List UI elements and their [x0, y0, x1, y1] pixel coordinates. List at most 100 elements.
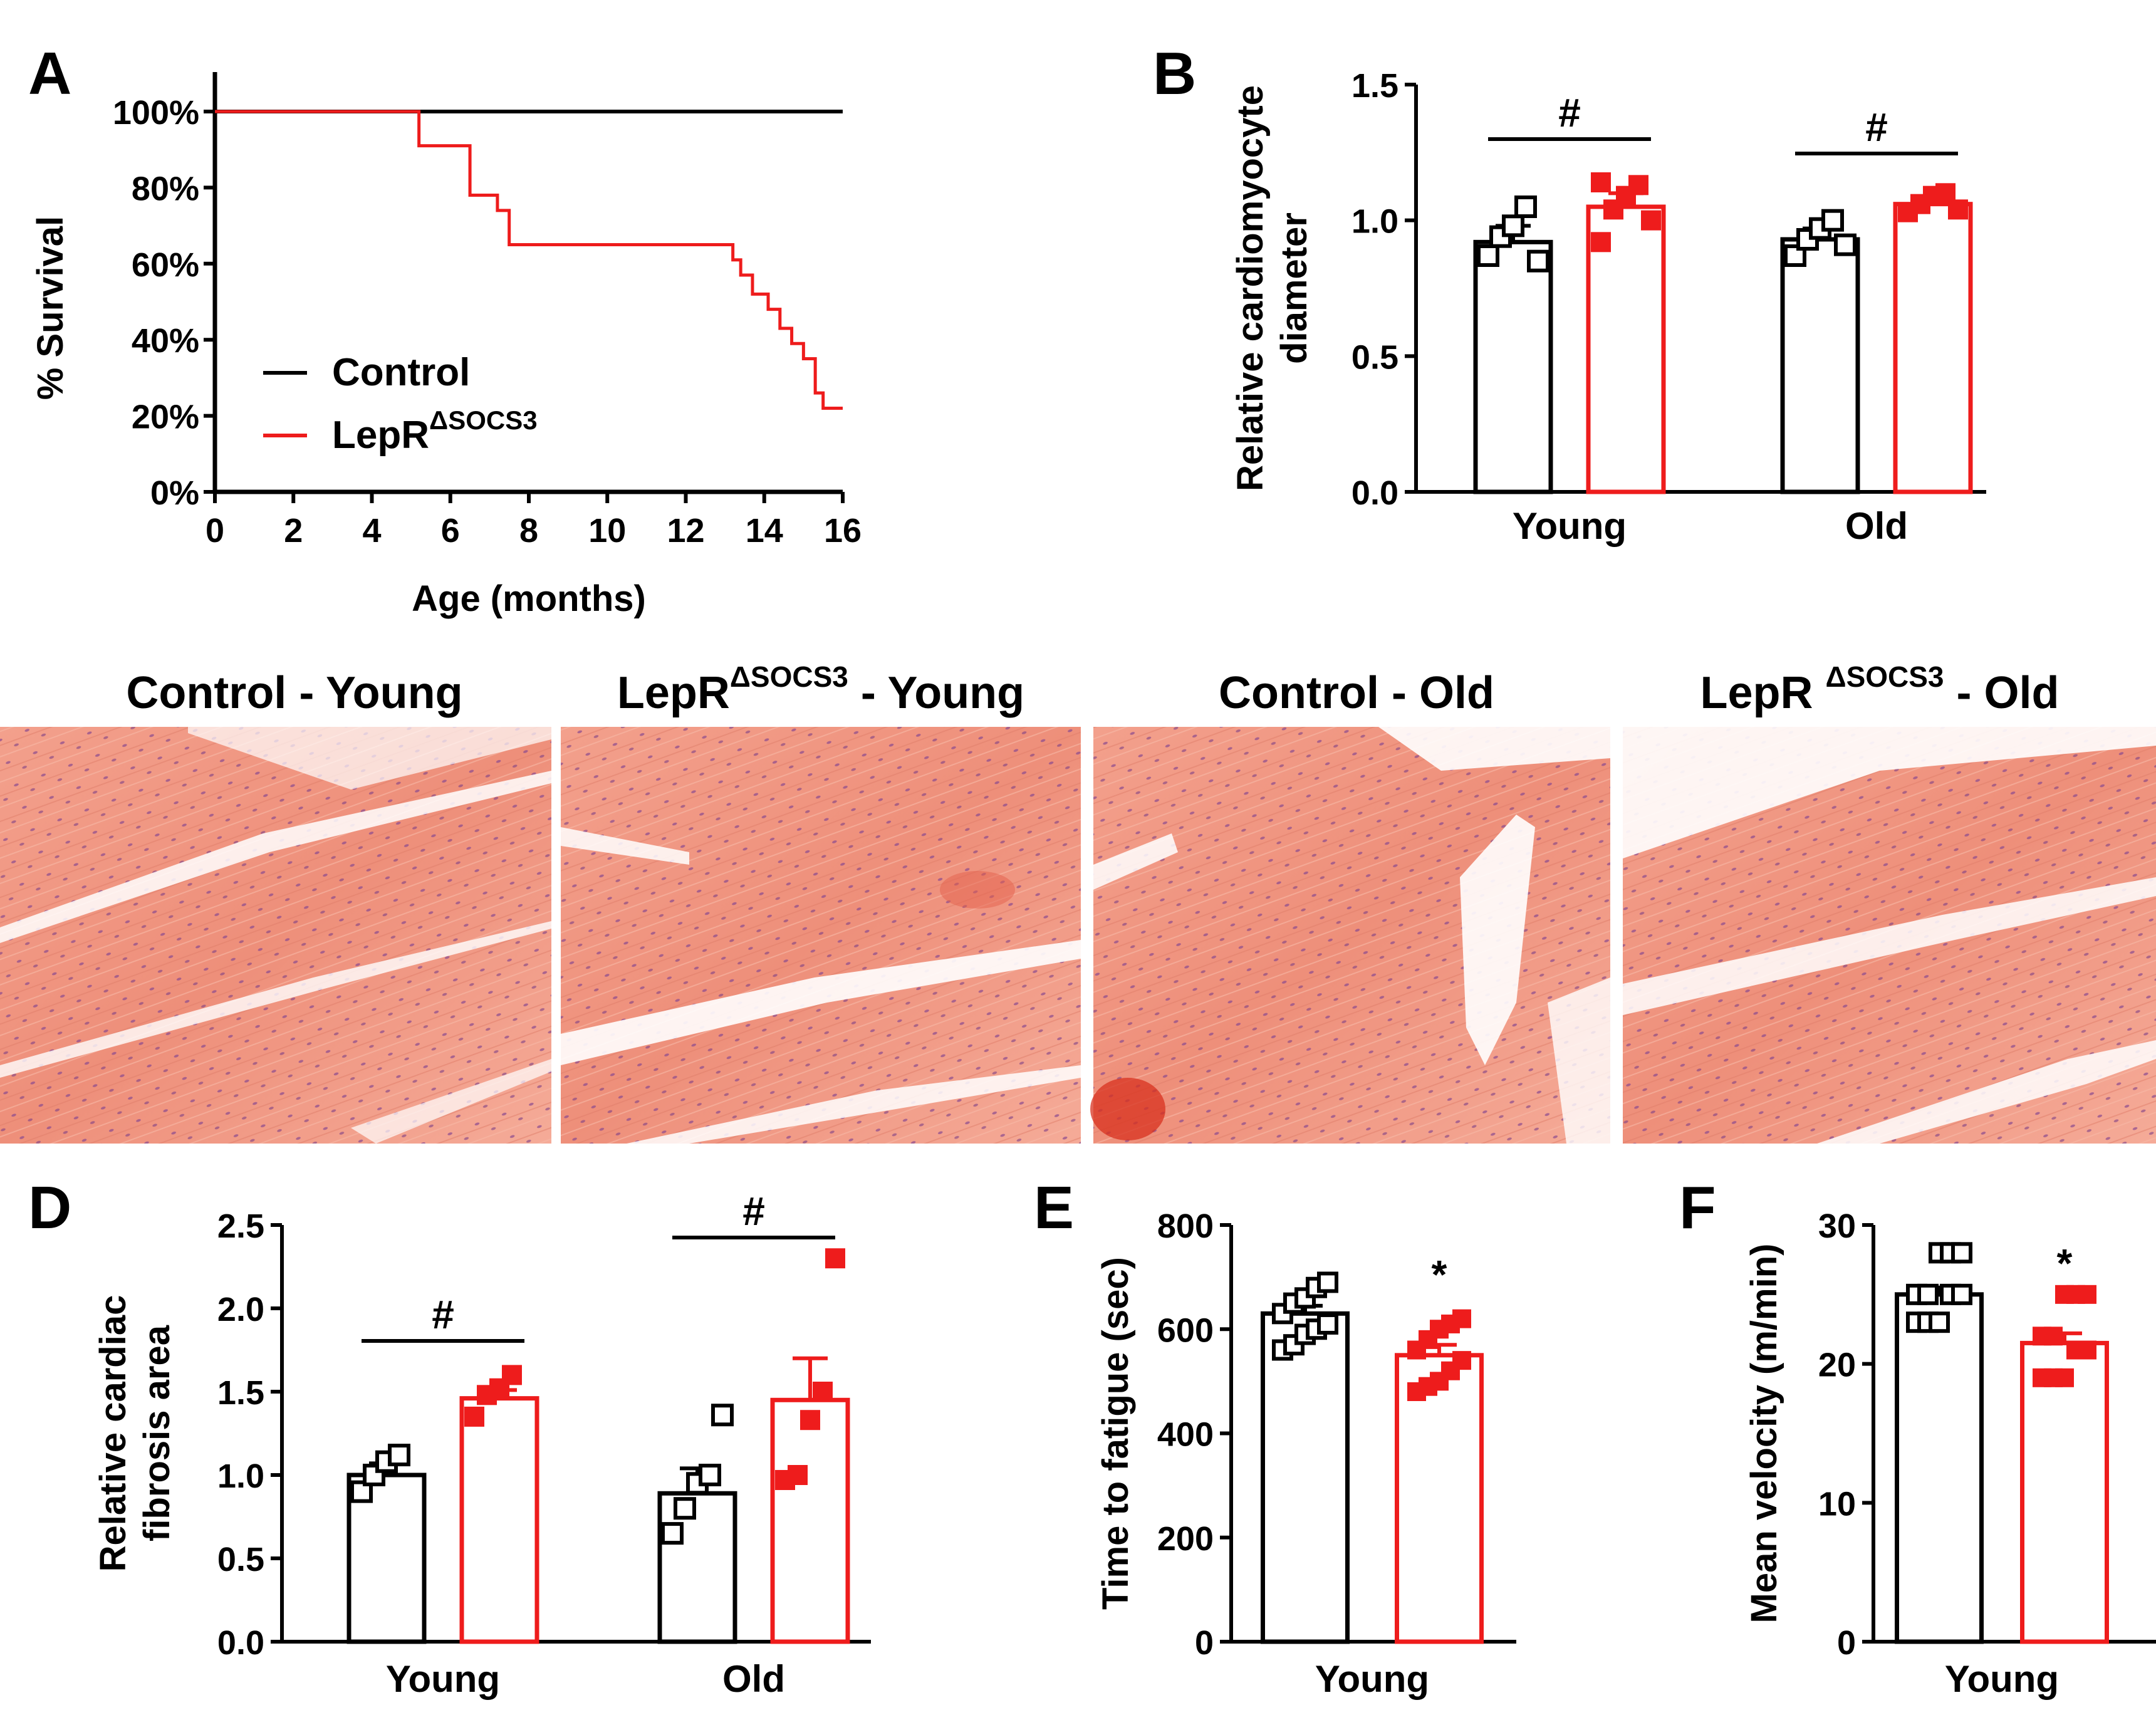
panel-letter-f: F — [1679, 1174, 1716, 1241]
fibrosis-point-lepr — [800, 1410, 820, 1431]
micrograph-title-lepr-young: LepRΔSOCS3 - Young — [617, 660, 1024, 718]
micrograph-lepr-old — [1623, 727, 2156, 1144]
time-to-fatigue-chart: 0 200 400 600 800 Time to fatigue (sec) Young * — [1095, 1207, 1516, 1700]
velocity-point-lepr — [2078, 1285, 2096, 1304]
legend-label-text: LepR — [332, 414, 429, 457]
diameter-y-tick-label: 0.0 — [1351, 474, 1398, 512]
velocity-significance-label: * — [2057, 1241, 2073, 1286]
velocity-y-axis-title: Mean velocity (m/min) — [1744, 1244, 1784, 1624]
fibrosis-point-control — [699, 1464, 721, 1486]
diameter-bar-lepr — [1893, 202, 1973, 494]
velocity-y-tick-label: 0 — [1837, 1624, 1856, 1662]
micrograph-panel: Control - Young LepRΔSOCS3 - Young Contr… — [0, 660, 2156, 1144]
cardiomyocyte-diameter-chart: 0.0 0.5 1.0 1.5 Relative cardiomyocyte diamet… — [1230, 67, 1986, 547]
survival-y-axis-title: % Survival — [30, 216, 71, 400]
diameter-point-control — [1514, 195, 1537, 218]
fibrosis-category-label: Old — [722, 1658, 785, 1700]
diameter-significance-label: # — [1865, 105, 1888, 150]
micrograph-lepr-young — [561, 727, 1081, 1144]
velocity-point-control — [1917, 1283, 1939, 1305]
diameter-significance-label: # — [1558, 90, 1581, 135]
fatigue-y-tick-label: 400 — [1157, 1416, 1214, 1454]
micrograph-control-young — [0, 727, 551, 1144]
fibrosis-y-axis-title-line1: Relative cardiac — [93, 1295, 133, 1572]
diameter-category-label: Young — [1513, 505, 1627, 547]
fibrosis-y-tick-label: 2.0 — [217, 1291, 264, 1328]
fibrosis-point-lepr — [788, 1465, 808, 1485]
fibrosis-y-axis-title-line2: fibrosis area — [137, 1325, 177, 1541]
fatigue-category-label: Young — [1315, 1658, 1429, 1700]
survival-x-tick-label: 0 — [206, 512, 224, 550]
fatigue-point-control — [1317, 1271, 1338, 1293]
micrograph-title-lepr-young-suffix: - Young — [848, 668, 1024, 718]
fatigue-y-tick-label: 0 — [1195, 1624, 1214, 1662]
survival-curve-lepr — [215, 110, 843, 410]
fibrosis-area-chart: 0.0 0.5 1.0 1.5 2.0 2.5 Relative cardiac fibros… — [93, 1189, 871, 1700]
micrograph-title-lepr-old-suffix: - Old — [1944, 668, 2060, 718]
diameter-point-control — [1821, 209, 1844, 232]
micrograph-title-lepr-young-sup: ΔSOCS3 — [730, 660, 848, 693]
fibrosis-y-tick-label: 2.5 — [217, 1207, 264, 1245]
survival-chart: 0% 20% 40% 60% 80% 100% 0 2 4 6 8 10 12 14 16 Age (mont… — [30, 72, 862, 619]
velocity-point-lepr — [2055, 1368, 2074, 1387]
survival-y-tick-label: 80% — [132, 170, 199, 207]
diameter-y-tick-label: 1.0 — [1351, 203, 1398, 241]
survival-x-tick-label: 2 — [284, 512, 303, 550]
fibrosis-bar-lepr — [459, 1396, 539, 1644]
fatigue-y-axis-title: Time to fatigue (sec) — [1095, 1257, 1136, 1610]
diameter-bar-control — [1780, 237, 1860, 494]
survival-y-tick-label: 100% — [113, 94, 199, 132]
velocity-point-control — [1951, 1283, 1972, 1305]
panel-letter-e: E — [1034, 1174, 1074, 1241]
fibrosis-point-lepr — [813, 1382, 833, 1402]
velocity-bar-control — [1895, 1292, 1984, 1644]
panel-letter-b: B — [1153, 40, 1196, 107]
fibrosis-point-control — [661, 1522, 684, 1545]
fibrosis-category-label: Young — [386, 1658, 500, 1700]
micrograph-title-lepr-old-base: LepR — [1700, 668, 1825, 718]
velocity-y-tick-label: 20 — [1818, 1347, 1856, 1384]
diameter-point-control — [1527, 249, 1549, 273]
fibrosis-point-lepr — [464, 1406, 484, 1427]
diameter-point-control — [1502, 214, 1524, 237]
survival-x-tick-label: 12 — [667, 512, 704, 550]
velocity-category-label: Young — [1945, 1658, 2059, 1700]
micrograph-title-lepr-young-base: LepR — [617, 668, 730, 718]
velocity-point-control — [1929, 1311, 1950, 1333]
diameter-point-lepr — [1628, 175, 1648, 195]
fatigue-bar-control — [1261, 1311, 1350, 1644]
survival-y-tick-label: 0% — [150, 474, 199, 512]
legend-label-text: Control — [332, 351, 470, 394]
survival-y-tick-label: 60% — [132, 246, 199, 284]
fibrosis-point-control — [388, 1444, 410, 1467]
diameter-point-lepr — [1591, 232, 1611, 253]
survival-x-tick-label: 4 — [362, 512, 381, 550]
diameter-point-lepr — [1641, 210, 1661, 231]
fibrosis-y-tick-label: 1.0 — [217, 1457, 264, 1495]
micrograph-title-lepr-old-sup: ΔSOCS3 — [1826, 660, 1944, 693]
micrograph-control-old — [1090, 727, 1610, 1144]
survival-x-tick-label: 8 — [519, 512, 538, 550]
survival-x-tick-label: 10 — [588, 512, 626, 550]
fibrosis-y-tick-label: 0.0 — [217, 1624, 264, 1662]
micrograph-title-lepr-old: LepR ΔSOCS3 - Old — [1700, 660, 2059, 718]
fibrosis-point-control — [350, 1480, 373, 1503]
diameter-y-tick-label: 1.5 — [1351, 67, 1398, 105]
legend-label-control: Control — [332, 351, 470, 394]
survival-x-tick-label: 6 — [441, 512, 460, 550]
diameter-point-control — [1834, 233, 1857, 256]
fatigue-point-lepr — [1452, 1309, 1471, 1328]
fatigue-y-tick-label: 800 — [1157, 1207, 1214, 1245]
micrograph-title-control-young: Control - Young — [126, 668, 462, 718]
diameter-point-lepr — [1591, 172, 1611, 192]
diameter-y-tick-label: 0.5 — [1351, 338, 1398, 376]
diameter-bar-control — [1473, 239, 1553, 494]
survival-x-axis-title: Age (months) — [412, 578, 646, 619]
diameter-y-axis-title-line1: Relative cardiomyocyte — [1230, 85, 1271, 491]
mean-velocity-chart: 0 10 20 30 Mean velocity (m/min) Young * — [1744, 1207, 2156, 1700]
survival-x-tick-label: 14 — [746, 512, 783, 550]
velocity-y-tick-label: 30 — [1818, 1207, 1856, 1245]
fibrosis-point-control — [674, 1497, 696, 1520]
diameter-y-axis-title-line2: diameter — [1274, 212, 1315, 364]
